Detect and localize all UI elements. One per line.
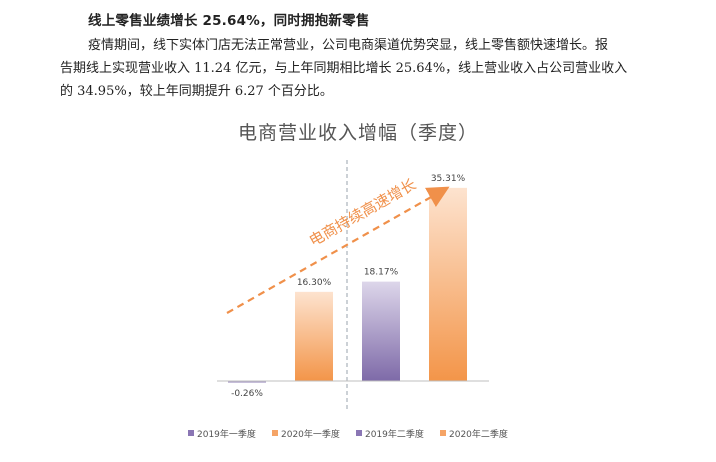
bar — [362, 281, 400, 381]
legend-label: 2020年一季度 — [281, 428, 340, 440]
legend-swatch — [440, 430, 446, 436]
bar — [429, 187, 467, 381]
paragraph-line: 告期线上实现营业收入 11.24 亿元，与上年同期相比增长 25.64%，线上营… — [60, 61, 628, 76]
legend-swatch — [272, 430, 278, 436]
document-paragraph: 疫情期间，线下实体门店无法正常营业，公司电商渠道优势突显，线上零售额快速增长。报… — [60, 34, 660, 103]
legend-swatch — [356, 430, 362, 436]
trend-arrow — [226, 186, 450, 314]
document-heading: 线上零售业绩增长 25.64%，同时拥抱新零售 — [88, 13, 370, 29]
legend-label: 2019年二季度 — [365, 428, 424, 440]
chart-title: 电商营业收入增幅（季度） — [237, 122, 478, 144]
trend-annotation: 电商持续高速增长 — [306, 175, 419, 250]
legend-swatch — [188, 430, 194, 436]
legend-label: 2019年一季度 — [197, 428, 256, 440]
paragraph-line: 疫情期间，线下实体门店无法正常营业，公司电商渠道优势突显，线上零售额快速增长。报 — [88, 38, 609, 53]
bar — [295, 291, 333, 381]
data-label: 16.30% — [297, 278, 332, 288]
data-label: 35.31% — [431, 174, 466, 184]
data-label: -0.26% — [231, 389, 263, 399]
data-label: 18.17% — [364, 268, 399, 278]
paragraph-line: 的 34.95%，较上年同期提升 6.27 个百分比。 — [60, 84, 333, 99]
legend-label: 2020年二季度 — [449, 428, 508, 440]
bar — [228, 381, 266, 383]
